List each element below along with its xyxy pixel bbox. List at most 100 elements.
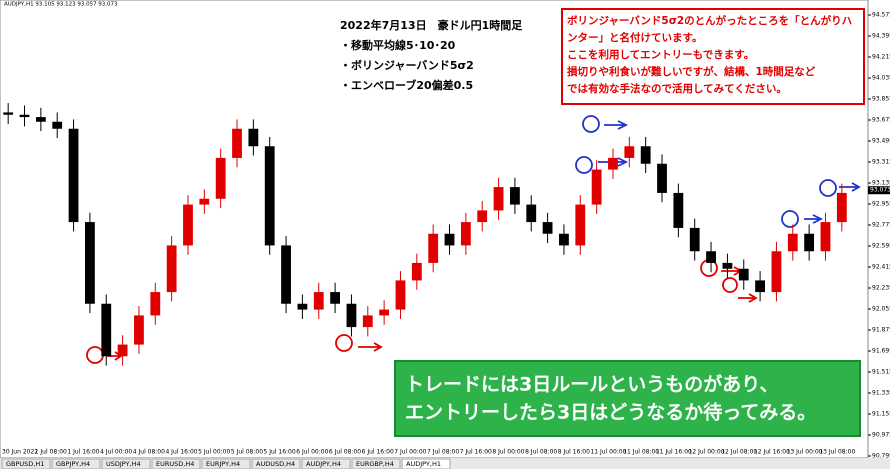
tab[interactable] (351, 458, 401, 469)
y-tick-label: 93.855 (872, 96, 890, 103)
candle-body (166, 245, 177, 293)
candle-body (411, 262, 422, 281)
x-tick-label: 5 Jul 00:00 (198, 449, 230, 456)
tab[interactable] (401, 458, 451, 469)
candle-body (215, 157, 226, 199)
candle-body (738, 268, 749, 281)
x-tick-label: 1 Jul 08:00 (35, 449, 67, 456)
x-tick-label: 30 Jun 2022 (2, 449, 38, 456)
candle-body (395, 280, 406, 310)
candle-body (836, 192, 847, 223)
tab[interactable] (251, 458, 301, 469)
tab[interactable] (1, 458, 51, 469)
tab-label[interactable]: EURJPY,H4 (206, 460, 240, 468)
candle-body (706, 251, 716, 263)
candle-body (297, 303, 308, 310)
candle-body (771, 251, 782, 293)
tab[interactable] (201, 458, 251, 469)
tab-label[interactable]: AUDJPY,H1 (406, 460, 441, 468)
y-tick-label: 91.155 (872, 411, 890, 418)
candle-body (428, 233, 439, 263)
y-tick-label: 94.575 (872, 12, 890, 19)
candle-body (3, 112, 14, 115)
red-note: ボリンジャーバンド5σ2のとんがったところを「とんがりハ (567, 14, 852, 27)
candle-body (689, 227, 700, 252)
y-tick-label: 94.215 (872, 54, 890, 61)
y-tick-label: 92.595 (872, 243, 890, 250)
y-tick-label: 91.875 (872, 327, 890, 334)
tab-label[interactable]: GBPUSD,H1 (6, 460, 44, 468)
tab[interactable] (101, 458, 151, 469)
y-tick-label: 90.975 (872, 432, 890, 439)
candle-body (52, 121, 63, 129)
y-tick-label: 94.395 (872, 33, 890, 40)
candle-body (559, 233, 569, 246)
y-tick-label: 91.515 (872, 369, 890, 376)
x-tick-label: 6 Jul 08:00 (329, 449, 361, 456)
tab-label[interactable]: AUDUSD,H4 (256, 460, 295, 468)
candle-body (510, 187, 520, 205)
y-tick-label: 93.675 (872, 117, 890, 124)
tab[interactable] (151, 458, 201, 469)
tab-label[interactable]: EURGBP,H4 (356, 460, 394, 468)
y-tick-label: 93.135 (872, 180, 890, 187)
candle-body (444, 233, 455, 246)
candle-body (199, 198, 210, 205)
red-note: では有効な手法なので活用してみてください。 (567, 82, 787, 95)
candle-body (281, 245, 291, 304)
x-tick-label: 4 Jul 16:00 (165, 449, 197, 456)
green-note: エントリーしたら3日はどうなるか待ってみる。 (405, 401, 816, 424)
candle-body (379, 309, 390, 316)
x-tick-label: 5 Jul 16:00 (264, 449, 296, 456)
candle-body (591, 169, 602, 205)
candle-body (575, 204, 586, 246)
candle-body (248, 128, 259, 147)
note: ・エンベローブ20偏差0.5 (340, 78, 473, 92)
candle-body (35, 117, 46, 122)
symbol-info: AUDJPY,H1 93.105 93.123 93.057 93.073 (4, 2, 118, 8)
y-tick-label: 90.795 (872, 453, 890, 460)
y-tick-label: 92.055 (872, 306, 890, 313)
x-tick-label: 12 Jul 16:00 (754, 449, 790, 456)
tab[interactable] (51, 458, 101, 469)
x-tick-label: 11 Jul 16:00 (656, 449, 692, 456)
candle-body (722, 262, 733, 269)
candle-body (183, 204, 193, 246)
tab-label[interactable]: AUDJPY,H4 (306, 460, 341, 468)
x-tick-label: 13 Jul 00:00 (787, 449, 823, 456)
price-tag (868, 186, 890, 195)
y-tick-label: 93.315 (872, 159, 890, 166)
red-note: ンター」と名付けています。 (567, 31, 702, 44)
candle-body (608, 157, 618, 170)
candle-body (657, 163, 667, 193)
y-tick-label: 92.775 (872, 222, 890, 229)
red-note: 損切りや利食いが難しいですが、結構、1時間足など (567, 65, 816, 78)
tab-label[interactable]: USDJPY,H4 (106, 460, 141, 468)
candle-body (85, 222, 95, 304)
candle-body (542, 222, 553, 234)
note: ・ボリンジャーバンド5σ2 (340, 58, 474, 72)
x-tick-label: 7 Jul 00:00 (394, 449, 426, 456)
x-tick-label: 7 Jul 16:00 (460, 449, 492, 456)
x-tick-label: 11 Jul 08:00 (623, 449, 659, 456)
tab[interactable] (301, 458, 351, 469)
candle-body (755, 280, 765, 293)
note: 2022年7月13日 豪ドル円1時間足 (340, 18, 523, 32)
candle-body (526, 204, 537, 223)
tab-label[interactable]: GBPJPY,H4 (56, 460, 90, 468)
x-tick-label: 5 Jul 08:00 (231, 449, 263, 456)
y-tick-label: 92.955 (872, 201, 890, 208)
x-tick-label: 4 Jul 08:00 (133, 449, 165, 456)
candle-body (820, 222, 831, 252)
x-tick-label: 6 Jul 16:00 (362, 449, 394, 456)
candle-body (624, 146, 635, 158)
x-tick-label: 12 Jul 00:00 (689, 449, 725, 456)
candle-body (134, 315, 144, 345)
y-tick-label: 91.335 (872, 390, 890, 397)
candle-body (150, 292, 161, 316)
y-tick-label: 94.035 (872, 75, 890, 82)
x-tick-label: 4 Jul 00:00 (100, 449, 132, 456)
candle-body (362, 315, 373, 328)
tab-label[interactable]: EURUSD,H4 (156, 460, 194, 468)
